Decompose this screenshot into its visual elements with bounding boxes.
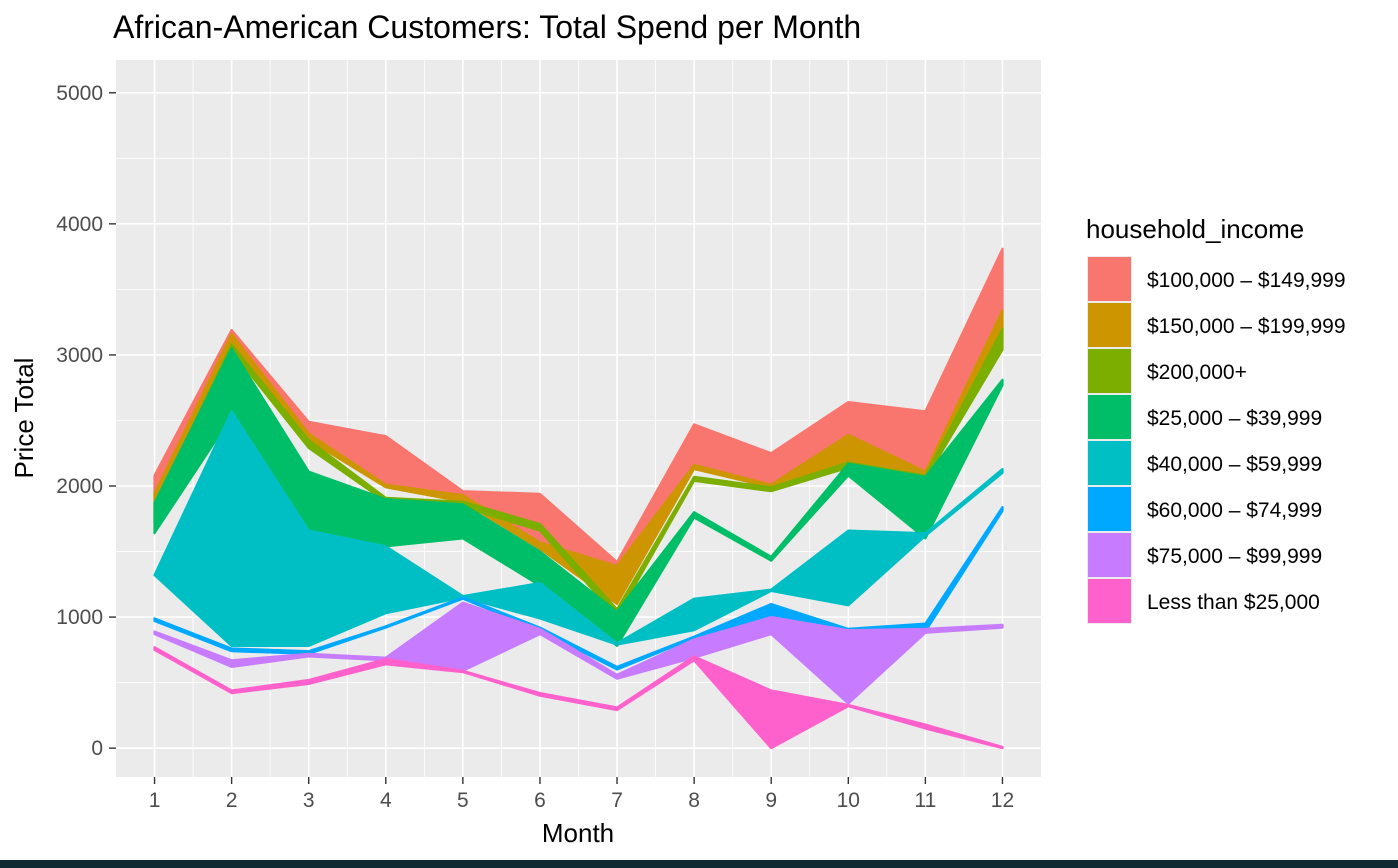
legend-title: household_income: [1086, 214, 1304, 244]
legend-swatch: [1088, 257, 1131, 301]
legend-swatch: [1088, 487, 1131, 531]
y-axis-title: Price Total: [9, 358, 39, 479]
y-tick-label: 4000: [56, 213, 103, 236]
y-tick-label: 2000: [56, 475, 103, 498]
y-tick-label: 5000: [56, 82, 103, 105]
legend: household_income $100,000 – $149,999 $150…: [1086, 214, 1346, 624]
x-tick-label: 3: [303, 789, 315, 812]
legend-label: $100,000 – $149,999: [1147, 269, 1346, 292]
x-tick-label: 9: [765, 789, 777, 812]
legend-label: Less than $25,000: [1147, 591, 1320, 614]
legend-label: $75,000 – $99,999: [1147, 545, 1322, 568]
y-tick-label: 3000: [56, 344, 103, 367]
legend-swatch: [1088, 441, 1131, 485]
x-tick-label: 4: [380, 789, 392, 812]
x-tick-label: 12: [991, 789, 1014, 812]
legend-swatch: [1088, 533, 1131, 577]
x-tick-label: 1: [149, 789, 161, 812]
legend-label: $40,000 – $59,999: [1147, 453, 1322, 476]
x-tick-label: 6: [534, 789, 546, 812]
series-band-4: [153, 410, 1004, 648]
legend-label: $200,000+: [1147, 361, 1247, 384]
legend-swatch: [1088, 579, 1131, 623]
legend-swatch: [1088, 395, 1131, 439]
legend-swatch: [1088, 303, 1131, 347]
x-tick-label: 11: [914, 789, 936, 812]
legend-label: $60,000 – $74,999: [1147, 499, 1322, 522]
x-tick-label: 10: [837, 789, 860, 812]
series-band-7: [153, 646, 1004, 750]
y-tick-label: 1000: [56, 606, 103, 629]
legend-label: $150,000 – $199,999: [1147, 315, 1346, 338]
legend-label: $25,000 – $39,999: [1147, 407, 1322, 430]
chart-title: African-American Customers: Total Spend …: [113, 9, 861, 45]
y-tick-label: 0: [91, 737, 103, 760]
x-tick-label: 2: [226, 789, 238, 812]
series-band-5: [153, 505, 1004, 671]
bottom-bar: [0, 860, 1398, 868]
x-tick-label: 7: [611, 789, 623, 812]
legend-swatch: [1088, 349, 1131, 393]
x-tick-label: 8: [688, 789, 700, 812]
x-tick-label: 5: [457, 789, 469, 812]
series-layer: [153, 247, 1004, 750]
x-axis-title: Month: [542, 818, 614, 848]
